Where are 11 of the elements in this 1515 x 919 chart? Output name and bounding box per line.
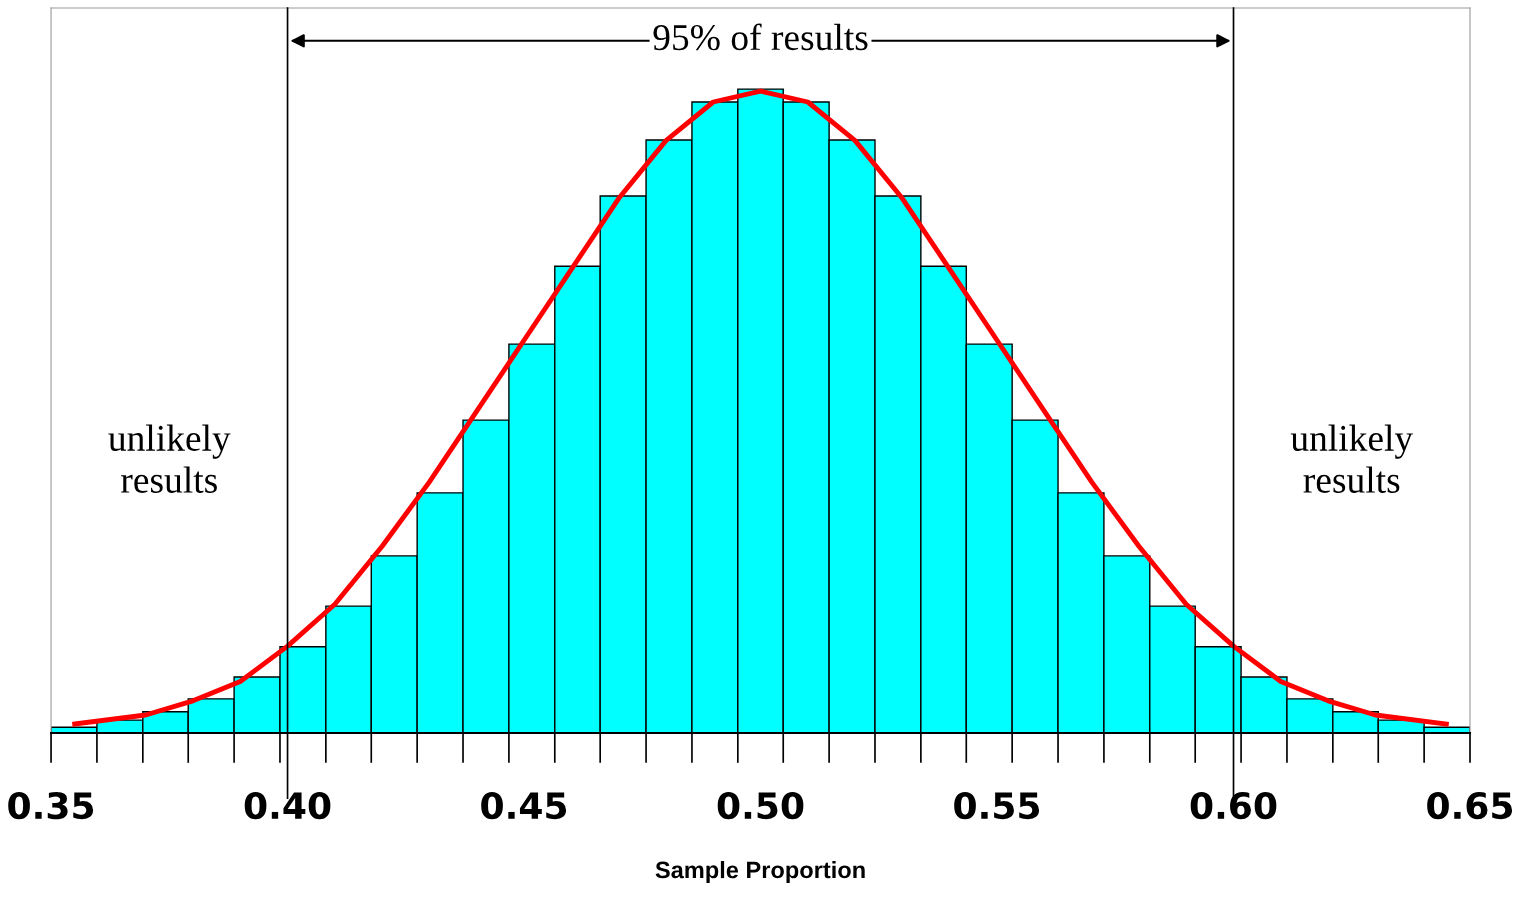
x-axis-title: Sample Proportion (655, 861, 865, 884)
x-tick-label: 0.60 (1190, 791, 1277, 820)
annotation: unlikely results (1290, 424, 1414, 493)
x-tick-label: 0.45 (481, 791, 567, 820)
text: 95% of results (653, 23, 868, 51)
x-tick-label: 0.65 (1427, 791, 1513, 820)
x-tick-label: 0.35 (8, 791, 94, 820)
x-tick-label: 0.55 (954, 791, 1040, 820)
annotation: unlikely results (108, 424, 231, 493)
x-tick-label: 0.40 (244, 791, 331, 820)
x-tick-label: 0.50 (717, 791, 804, 820)
